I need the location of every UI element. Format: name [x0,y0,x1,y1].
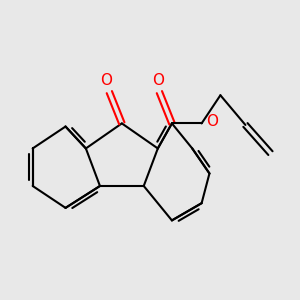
Text: O: O [152,74,164,88]
Text: O: O [100,74,112,88]
Text: O: O [206,114,218,129]
